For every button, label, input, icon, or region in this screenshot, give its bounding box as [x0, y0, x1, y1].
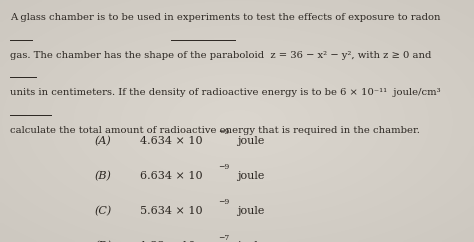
Text: −9: −9 — [218, 128, 229, 136]
Text: 6.634 × 10: 6.634 × 10 — [140, 171, 202, 181]
Text: −7: −7 — [218, 234, 229, 242]
Text: joule: joule — [237, 171, 264, 181]
Text: (D): (D) — [95, 241, 112, 242]
Text: 1.22 × 10: 1.22 × 10 — [140, 241, 195, 242]
Text: 5.634 × 10: 5.634 × 10 — [140, 206, 202, 216]
Text: (C): (C) — [95, 206, 112, 216]
Text: joule: joule — [237, 241, 264, 242]
Text: (B): (B) — [95, 171, 112, 181]
Text: gas. The chamber has the shape of the paraboloid  z = 36 − x² − y², with z ≥ 0 a: gas. The chamber has the shape of the pa… — [10, 51, 432, 60]
Text: calculate the total amount of radioactive energy that is required in the chamber: calculate the total amount of radioactiv… — [10, 126, 420, 135]
Text: 4.634 × 10: 4.634 × 10 — [140, 136, 202, 145]
Text: units in centimeters. If the density of radioactive energy is to be 6 × 10⁻¹¹  j: units in centimeters. If the density of … — [10, 88, 441, 97]
Text: joule: joule — [237, 136, 264, 145]
Text: −9: −9 — [218, 163, 229, 171]
Text: (A): (A) — [95, 136, 111, 146]
Text: A glass chamber is to be used in experiments to test the effects of exposure to : A glass chamber is to be used in experim… — [10, 13, 441, 22]
Text: joule: joule — [237, 206, 264, 216]
Text: −9: −9 — [218, 198, 229, 206]
